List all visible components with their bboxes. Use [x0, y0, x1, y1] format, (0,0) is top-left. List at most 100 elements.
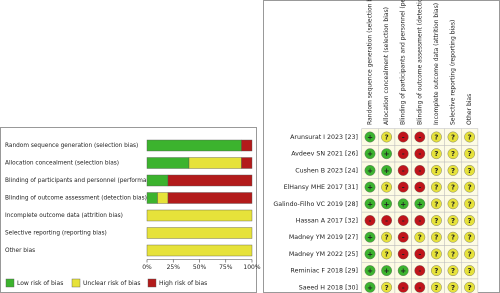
- judgement: -: [402, 150, 405, 158]
- judgement-dot: [364, 164, 376, 176]
- judgement-dot: [430, 164, 442, 176]
- judgement-dot: [414, 181, 426, 193]
- column-header: Selective reporting (reporting bias): [450, 20, 457, 125]
- judgement-dot: [430, 231, 442, 243]
- judgement-dot: [397, 265, 409, 276]
- study-label: Saeed H 2018 [30]: [299, 284, 358, 291]
- judgement: ?: [468, 234, 472, 242]
- judgement-dot: [381, 248, 392, 260]
- judgement: -: [402, 167, 405, 175]
- judgement-dot: [447, 131, 459, 143]
- judgement-dot: [414, 215, 426, 226]
- study-label: Arunsurat I 2023 [23]: [290, 134, 358, 141]
- category-label: Incomplete outcome data (attrition bias): [5, 213, 123, 219]
- judgement: -: [418, 284, 421, 292]
- judgement: +: [384, 200, 390, 208]
- judgement-dot: [381, 215, 392, 226]
- judgement-dot: [447, 198, 459, 210]
- judgement: +: [367, 184, 373, 192]
- judgement-dot: [397, 148, 409, 160]
- bar-segment: [241, 157, 253, 169]
- judgement-dot: [464, 181, 475, 193]
- column-header: Incomplete outcome data (attrition bias): [433, 3, 440, 125]
- judgement-dot: [364, 215, 376, 226]
- judgement-dot: [430, 148, 442, 160]
- judgement: ?: [434, 200, 438, 208]
- legend-label: High risk of bias: [159, 280, 207, 287]
- judgement-dot: [414, 164, 426, 176]
- legend-swatch: [71, 278, 81, 288]
- judgement: +: [384, 167, 390, 175]
- judgement-dot: [397, 198, 409, 210]
- bar-segment: [146, 139, 242, 152]
- judgement-dot: [430, 198, 442, 210]
- judgement-dot: [364, 265, 376, 276]
- judgement: +: [384, 150, 390, 158]
- study-label: Reminiac F 2018 [29]: [291, 268, 359, 275]
- judgement-dot: [414, 281, 426, 293]
- judgement: +: [367, 234, 373, 242]
- bar-segment: [157, 192, 169, 204]
- category-label: Blinding of participants and personnel (…: [5, 178, 173, 184]
- judgement: -: [369, 217, 372, 225]
- judgement: ?: [451, 200, 455, 208]
- judgement: ?: [434, 184, 438, 192]
- judgement: ?: [451, 250, 455, 258]
- x-tick-label: 0%: [142, 264, 152, 271]
- judgement: +: [367, 267, 373, 275]
- judgement: +: [400, 267, 406, 275]
- bar-segment: [146, 244, 253, 257]
- category-label: Allocation concealment (selection bias): [5, 161, 119, 167]
- judgement-dot: [397, 215, 409, 226]
- judgement: -: [418, 267, 421, 275]
- judgement-dot: [381, 231, 392, 243]
- study-label: Avdeev SN 2021 [26]: [291, 151, 358, 158]
- judgement: +: [367, 167, 373, 175]
- judgement: -: [418, 250, 421, 258]
- judgement: -: [402, 234, 405, 242]
- judgement: +: [367, 284, 373, 292]
- bar-segment: [167, 192, 253, 204]
- judgement: ?: [434, 167, 438, 175]
- judgement-dot: [430, 131, 442, 143]
- judgement: ?: [468, 167, 472, 175]
- judgement-dot: [447, 265, 459, 276]
- judgement: ?: [434, 284, 438, 292]
- judgement: ?: [451, 134, 455, 142]
- study-label: Madney YM 2019 [27]: [289, 234, 358, 241]
- judgement-dot: [464, 131, 475, 143]
- judgement-dot: [430, 215, 442, 226]
- column-header: Other bias: [466, 94, 473, 125]
- judgement: ?: [385, 184, 389, 192]
- judgement-dot: [364, 148, 376, 160]
- bar-segment: [146, 192, 158, 204]
- judgement: ?: [451, 184, 455, 192]
- judgement: +: [367, 250, 373, 258]
- judgement-dot: [397, 181, 409, 193]
- category-label: Blinding of outcome assessment (detectio…: [5, 196, 147, 202]
- judgement: -: [402, 217, 405, 225]
- judgement-dot: [381, 198, 392, 210]
- judgement: +: [384, 267, 390, 275]
- judgement-dot: [464, 148, 475, 160]
- column-header: Allocation concealment (selection bias): [383, 7, 390, 125]
- category-label: Selective reporting (reporting bias): [5, 231, 107, 237]
- judgement-dot: [414, 148, 426, 160]
- judgement: -: [385, 217, 388, 225]
- legend-swatch: [147, 278, 157, 288]
- judgement: -: [418, 184, 421, 192]
- bar-segment: [146, 157, 190, 169]
- judgement: +: [400, 200, 406, 208]
- judgement: ?: [451, 167, 455, 175]
- judgement-dot: [430, 265, 442, 276]
- bar-segment: [188, 157, 242, 169]
- judgement: ?: [468, 200, 472, 208]
- judgement-dot: [381, 148, 392, 160]
- category-label: Other bias: [5, 248, 35, 254]
- judgement-dot: [397, 281, 409, 293]
- judgement: ?: [434, 234, 438, 242]
- judgement-dot: [397, 231, 409, 243]
- judgement: ?: [468, 184, 472, 192]
- judgement: +: [367, 150, 373, 158]
- judgement: ?: [451, 234, 455, 242]
